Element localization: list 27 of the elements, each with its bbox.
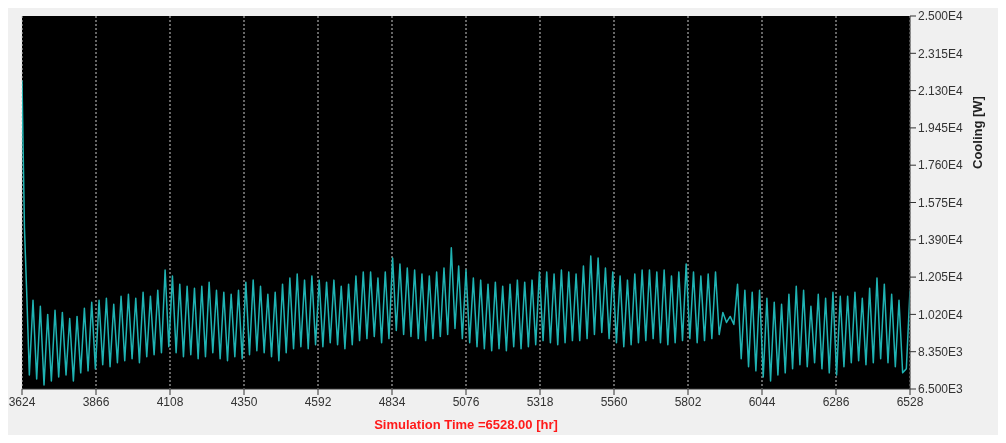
x-tick-label: 5318 (526, 394, 554, 409)
y-tick-label: 1.760E4 (918, 158, 964, 173)
x-tick-label: 5560 (600, 394, 628, 409)
x-tick-label: 4592 (304, 394, 332, 409)
y-tick-label: 2.130E4 (918, 83, 964, 98)
y-tick-label: 2.500E4 (918, 9, 964, 24)
x-tick-label: 6528 (896, 394, 924, 409)
y-tick-label: 1.020E4 (918, 307, 964, 322)
y-tick-label: 1.575E4 (918, 195, 964, 210)
y-tick-label: 1.390E4 (918, 233, 964, 248)
x-axis-title: Simulation Time =6528.00 [hr] (374, 417, 558, 432)
y-tick-label: 2.315E4 (918, 46, 964, 61)
y-tick-label: 1.205E4 (918, 270, 964, 285)
x-tick-label: 4108 (156, 394, 184, 409)
x-tick-label: 3624 (8, 394, 36, 409)
y-axis-title: Cooling [W] (970, 96, 985, 169)
x-tick-label: 6044 (748, 394, 776, 409)
x-tick-label: 4350 (230, 394, 258, 409)
line-series (22, 79, 910, 386)
y-tick-label: 1.945E4 (918, 121, 964, 136)
y-tick-label: 6.500E3 (918, 382, 964, 397)
y-tick-label: 8.350E3 (918, 344, 964, 359)
x-tick-label: 3866 (82, 394, 110, 409)
x-tick-label: 5076 (452, 394, 480, 409)
x-tick-label: 4834 (378, 394, 406, 409)
x-tick-label: 5802 (674, 394, 702, 409)
x-tick-label: 6286 (822, 394, 850, 409)
